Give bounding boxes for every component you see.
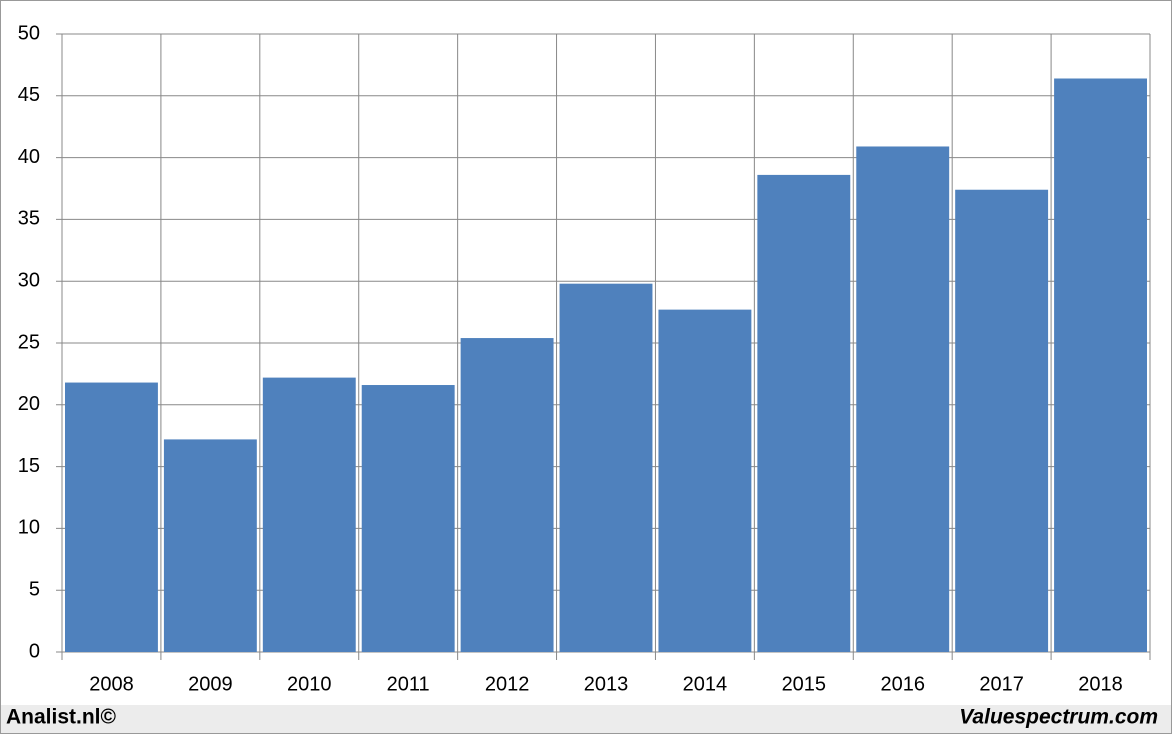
bar bbox=[262, 377, 356, 652]
bar bbox=[460, 338, 554, 652]
x-tick-label: 2011 bbox=[387, 673, 430, 695]
x-tick-label: 2013 bbox=[584, 673, 629, 695]
y-tick-label: 15 bbox=[18, 455, 40, 477]
y-tick-label: 5 bbox=[29, 578, 40, 600]
bar bbox=[1054, 78, 1147, 653]
footer-left: Analist.nl© bbox=[6, 706, 117, 729]
footer-bar bbox=[1, 705, 1171, 733]
bar bbox=[856, 146, 950, 652]
bar bbox=[65, 382, 158, 652]
x-tick-label: 2008 bbox=[89, 673, 134, 695]
y-tick-label: 45 bbox=[18, 84, 40, 106]
x-tick-label: 2009 bbox=[188, 673, 233, 695]
x-tick-label: 2012 bbox=[485, 673, 530, 695]
bar bbox=[955, 189, 1049, 652]
y-tick-label: 40 bbox=[18, 146, 40, 168]
bar bbox=[559, 283, 653, 652]
y-tick-label: 50 bbox=[18, 22, 40, 44]
x-tick-label: 2015 bbox=[782, 673, 827, 695]
y-tick-label: 35 bbox=[18, 208, 40, 230]
y-tick-label: 25 bbox=[18, 331, 40, 353]
y-tick-label: 20 bbox=[18, 393, 40, 415]
x-tick-label: 2017 bbox=[979, 673, 1024, 695]
x-tick-label: 2018 bbox=[1078, 673, 1123, 695]
y-tick-label: 0 bbox=[29, 640, 40, 662]
footer-right: Valuespectrum.com bbox=[959, 706, 1158, 729]
bar bbox=[757, 174, 851, 653]
bar bbox=[658, 309, 752, 652]
bar bbox=[361, 385, 455, 652]
x-tick-label: 2014 bbox=[683, 673, 728, 695]
bar bbox=[163, 439, 257, 652]
y-tick-label: 10 bbox=[18, 517, 40, 539]
y-tick-label: 30 bbox=[18, 269, 40, 291]
x-tick-label: 2016 bbox=[880, 673, 925, 695]
x-tick-label: 2010 bbox=[287, 673, 332, 695]
